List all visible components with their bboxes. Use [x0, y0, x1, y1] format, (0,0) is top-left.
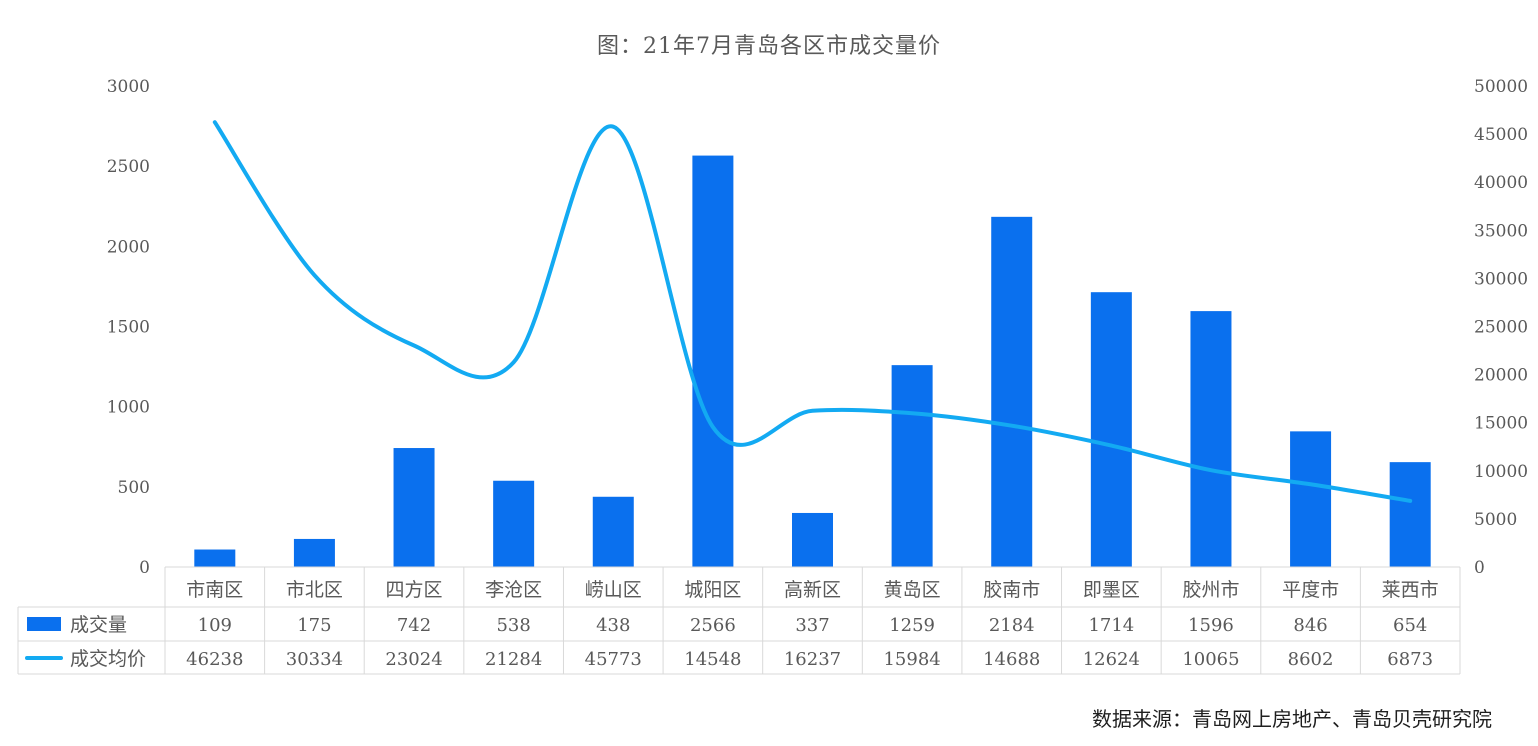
table-cell-volume: 1596 — [1188, 615, 1234, 636]
y-right-tick-label: 30000 — [1474, 269, 1528, 289]
table-cell-price: 14688 — [983, 649, 1040, 670]
bar — [692, 155, 734, 568]
y-right-tick-label: 45000 — [1474, 125, 1528, 145]
bar — [1190, 311, 1232, 567]
data-table: 市南区 市北区 四方区 李沧区 崂山区 城阳区 高新区 黄岛区 胶南市 即墨区 胶州市 平度市 莱西市成… — [17, 566, 1461, 675]
y-left-tick-label: 1000 — [107, 398, 150, 418]
x-tick-label: 市南区 — [186, 579, 243, 601]
bar — [891, 365, 933, 567]
table-cell-volume: 538 — [496, 615, 530, 636]
table-cell-volume: 1259 — [889, 615, 935, 636]
y-right-tick-label: 50000 — [1474, 77, 1528, 97]
y-right-tick-label: 5000 — [1474, 510, 1517, 530]
table-cell-price: 23024 — [385, 649, 442, 670]
line-series — [212, 120, 1413, 503]
table-cell-price: 15984 — [883, 649, 940, 670]
bar — [493, 480, 535, 567]
legend-bar-key — [27, 617, 61, 631]
bar — [991, 216, 1033, 567]
x-tick-label: 城阳区 — [684, 579, 741, 601]
table-cell-volume: 109 — [198, 615, 232, 636]
y-right-tick-label: 10000 — [1474, 462, 1528, 482]
table-cell-price: 45773 — [585, 649, 642, 670]
table-cell-price: 21284 — [485, 649, 542, 670]
table-cell-volume: 2566 — [690, 615, 736, 636]
bar — [1389, 462, 1431, 567]
x-tick-label: 莱西市 — [1382, 579, 1439, 601]
bar — [393, 448, 435, 567]
table-cell-volume: 654 — [1393, 615, 1427, 636]
chart-title: 图：21年7月青岛各区市成交量价 — [597, 34, 941, 59]
bar-series — [194, 155, 1431, 568]
table-cell-price: 12624 — [1083, 649, 1140, 670]
y-left-tick-label: 0 — [139, 558, 150, 578]
x-tick-label: 胶州市 — [1182, 579, 1239, 601]
y-right-tick-label: 40000 — [1474, 173, 1528, 193]
legend-bar-label: 成交量 — [70, 614, 127, 636]
table-cell-volume: 2184 — [989, 615, 1035, 636]
y-right-tick-label: 0 — [1474, 558, 1485, 578]
y-right-tick-label: 20000 — [1474, 366, 1528, 386]
table-cell-price: 14548 — [684, 649, 741, 670]
table-cell-price: 8602 — [1288, 649, 1334, 670]
x-tick-label: 平度市 — [1282, 579, 1339, 601]
x-tick-label: 市北区 — [286, 579, 343, 601]
table-cell-price: 46238 — [186, 649, 243, 670]
x-tick-label: 崂山区 — [585, 579, 642, 601]
table-cell-volume: 846 — [1293, 615, 1327, 636]
x-tick-label: 黄岛区 — [884, 579, 941, 601]
x-tick-label: 即墨区 — [1083, 579, 1140, 601]
legend-line-label: 成交均价 — [70, 648, 146, 670]
y-right-tick-label: 35000 — [1474, 221, 1528, 241]
y-left-tick-label: 2000 — [107, 237, 150, 257]
table-cell-price: 16237 — [784, 649, 841, 670]
table-cell-price: 10065 — [1182, 649, 1239, 670]
bar — [1290, 431, 1332, 567]
table-cell-volume: 1714 — [1088, 615, 1134, 636]
table-cell-volume: 742 — [397, 615, 431, 636]
x-tick-label: 胶南市 — [983, 579, 1040, 601]
x-tick-label: 高新区 — [784, 579, 841, 601]
bar — [194, 549, 236, 567]
x-tick-label: 李沧区 — [485, 579, 542, 601]
y-axis-right: 0 5000 10000 15000 20000 25000 30000 35000 40000… — [1474, 77, 1528, 578]
table-cell-volume: 438 — [596, 615, 630, 636]
bar — [592, 496, 634, 567]
table-cell-volume: 337 — [795, 615, 829, 636]
y-axis-left: 0 500 1000 1500 2000 2500 3000 — [107, 77, 150, 578]
y-left-tick-label: 3000 — [107, 77, 150, 97]
y-right-tick-label: 15000 — [1474, 414, 1528, 434]
bar — [293, 538, 335, 567]
x-tick-label: 四方区 — [386, 579, 443, 601]
price-line — [212, 120, 1413, 503]
y-left-tick-label: 500 — [118, 478, 150, 498]
bar — [1090, 292, 1132, 567]
bar — [792, 512, 833, 567]
y-left-tick-label: 2500 — [107, 157, 150, 177]
y-left-tick-label: 1500 — [107, 318, 150, 338]
y-right-tick-label: 25000 — [1474, 318, 1528, 338]
table-cell-price: 30334 — [286, 649, 343, 670]
table-cell-volume: 175 — [297, 615, 331, 636]
data-source-note: 数据来源：青岛网上房地产、青岛贝壳研究院 — [1092, 707, 1492, 731]
table-cell-price: 6873 — [1387, 649, 1433, 670]
